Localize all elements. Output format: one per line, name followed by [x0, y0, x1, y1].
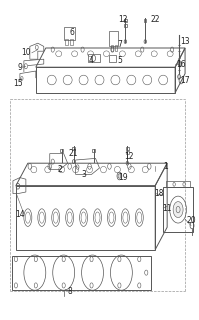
- Bar: [88, 54, 100, 62]
- Bar: [126, 151, 129, 154]
- Bar: [72, 147, 75, 150]
- Text: 1: 1: [163, 162, 168, 171]
- Text: 16: 16: [176, 60, 186, 68]
- Text: 21: 21: [69, 149, 78, 158]
- Bar: [109, 55, 116, 62]
- Text: 22: 22: [150, 15, 160, 24]
- Text: 2: 2: [57, 165, 62, 174]
- Text: 17: 17: [180, 76, 190, 84]
- Bar: [109, 31, 118, 46]
- Text: 15: 15: [13, 79, 23, 88]
- Circle shape: [179, 62, 181, 66]
- Text: 5: 5: [117, 56, 122, 65]
- Text: 3: 3: [81, 170, 86, 179]
- Bar: [60, 149, 63, 152]
- Bar: [144, 19, 146, 22]
- Bar: [126, 147, 129, 150]
- Text: 12: 12: [119, 15, 128, 24]
- Circle shape: [173, 202, 183, 218]
- Text: 20: 20: [186, 216, 196, 225]
- Text: 8: 8: [67, 287, 72, 296]
- Bar: [65, 39, 68, 45]
- Circle shape: [178, 75, 180, 79]
- Bar: [70, 39, 73, 45]
- Bar: [124, 19, 127, 22]
- Text: 6: 6: [69, 28, 74, 36]
- Circle shape: [118, 174, 121, 178]
- Text: 14: 14: [15, 210, 25, 219]
- Text: 12: 12: [125, 152, 134, 161]
- Text: 10: 10: [21, 48, 31, 57]
- Bar: [166, 181, 190, 187]
- Bar: [92, 149, 95, 152]
- Text: 19: 19: [119, 173, 128, 182]
- Text: 7: 7: [117, 40, 122, 49]
- Text: 18: 18: [154, 189, 164, 198]
- Bar: [64, 27, 75, 40]
- Text: 11: 11: [162, 204, 172, 212]
- Bar: [115, 45, 117, 51]
- Text: 9: 9: [18, 63, 22, 72]
- Bar: [111, 45, 113, 51]
- Text: 4: 4: [89, 56, 94, 65]
- Text: 13: 13: [180, 37, 190, 46]
- Bar: [124, 24, 127, 27]
